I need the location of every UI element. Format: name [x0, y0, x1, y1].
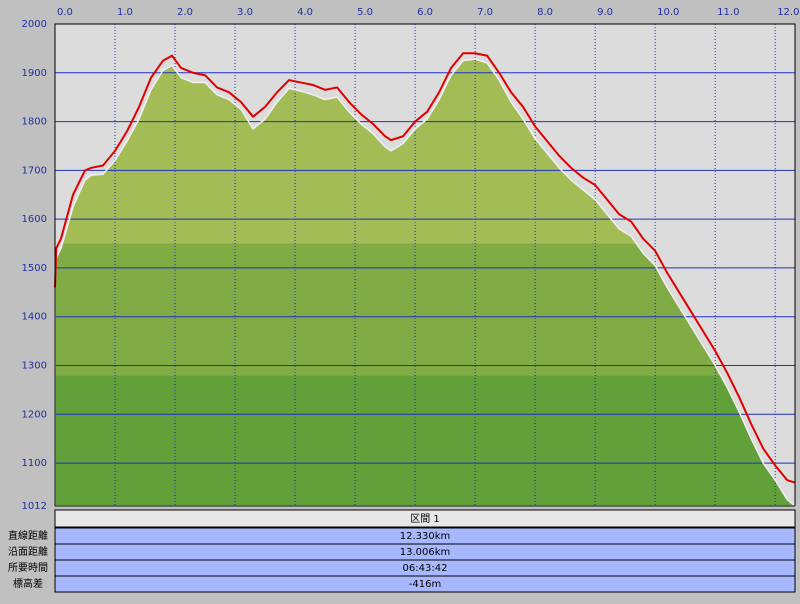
y-tick-label: 1400	[22, 312, 47, 323]
table-label-cell	[0, 560, 55, 576]
row-value: 12.330km	[400, 531, 451, 542]
y-tick-label: 1700	[22, 165, 47, 176]
y-tick-label: 1100	[22, 458, 47, 469]
y-tick-label: 1300	[22, 360, 47, 371]
x-tick-label: 0.0	[57, 7, 73, 18]
table-label-cell	[0, 576, 55, 592]
x-tick-label: 2.0	[177, 7, 193, 18]
x-tick-label: 9.0	[597, 7, 613, 18]
y-tick-label: 1800	[22, 117, 47, 128]
y-tick-label: 2000	[22, 19, 47, 30]
x-tick-label: 12.0	[777, 7, 799, 18]
x-tick-label: 5.0	[357, 7, 373, 18]
track-line	[54, 52, 796, 484]
x-tick-label: 7.0	[477, 7, 493, 18]
x-tick-label: 10.0	[657, 7, 679, 18]
x-tick-label: 1.0	[117, 7, 133, 18]
plot-frame	[54, 23, 796, 507]
y-tick-label: 1012	[22, 501, 47, 512]
row-label: 所要時間	[8, 562, 48, 574]
y-tick-label: 1500	[22, 263, 47, 274]
table-label-cell	[0, 528, 55, 544]
table-header-cell	[54, 509, 796, 528]
row-value: 06:43:42	[403, 563, 448, 574]
y-tick-label: 1600	[22, 214, 47, 225]
row-label: 直線距離	[8, 529, 48, 542]
table-value-cell	[54, 575, 796, 593]
y-tick-label: 1900	[22, 68, 47, 79]
x-tick-label: 6.0	[417, 7, 433, 18]
x-tick-label: 8.0	[537, 7, 553, 18]
table-title: 区間 1	[410, 513, 440, 525]
x-tick-label: 4.0	[297, 7, 313, 18]
elevation-band	[55, 375, 795, 506]
row-value: -416m	[409, 579, 441, 590]
y-tick-label: 1200	[22, 409, 47, 420]
row-value: 13.006km	[400, 547, 451, 558]
x-tick-label: 3.0	[237, 7, 253, 18]
table-label-cell	[0, 544, 55, 560]
x-tick-label: 11.0	[717, 7, 739, 18]
terrain-area	[54, 58, 798, 507]
row-label: 沿面距離	[8, 545, 48, 558]
row-label: 標高差	[13, 577, 43, 590]
